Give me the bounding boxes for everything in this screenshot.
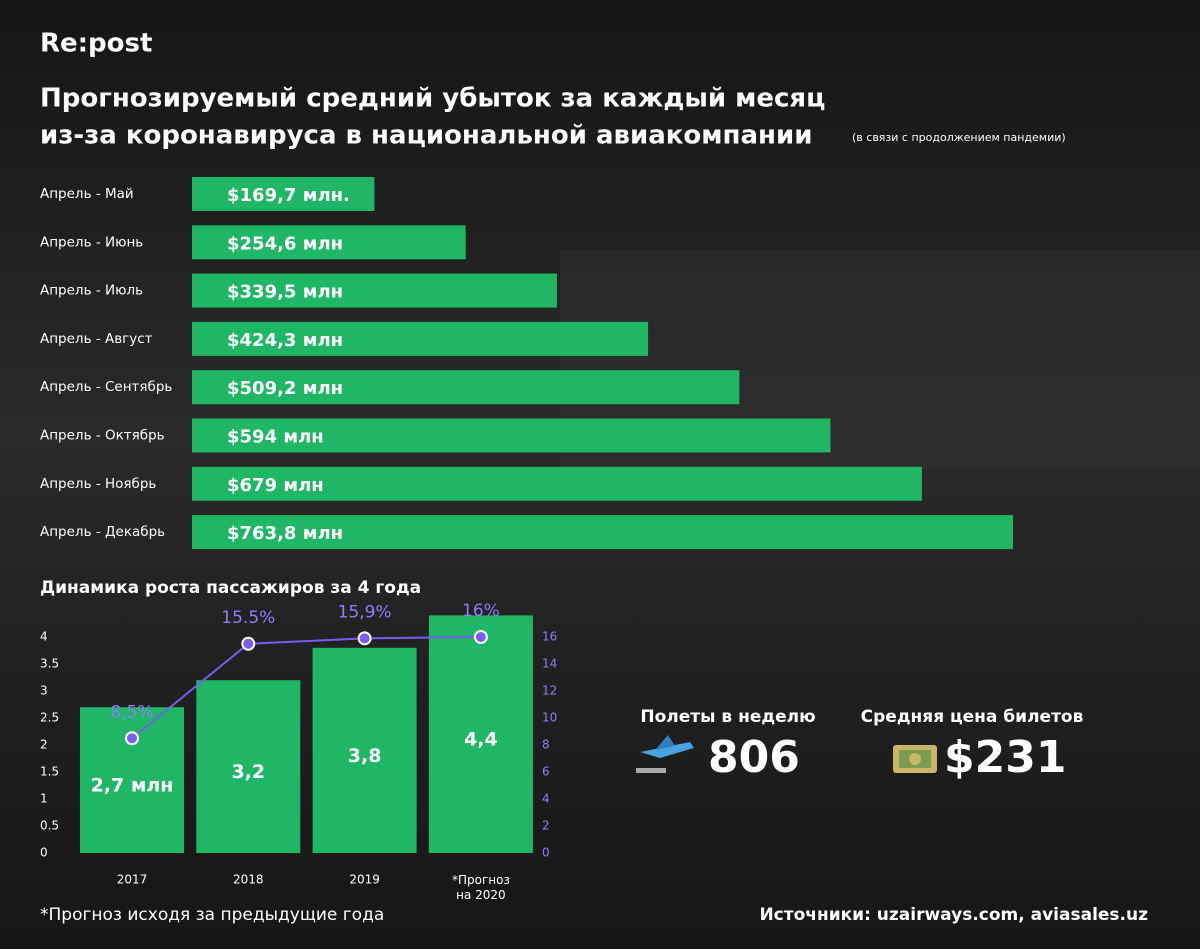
category-label: Апрель - Декабрь bbox=[40, 524, 165, 540]
x-tick-label-part: *Прогноз bbox=[452, 873, 510, 887]
bar-value-label: 3,8 bbox=[348, 745, 382, 767]
category-label: Апрель - Октябрь bbox=[40, 428, 165, 444]
value-label: $594 млн bbox=[227, 427, 324, 448]
y-tick-label: 2.5 bbox=[40, 711, 59, 725]
line-value-label: 15.5% bbox=[221, 608, 275, 628]
brand: Re:post bbox=[40, 29, 152, 59]
stat-label: Полеты в неделю bbox=[640, 707, 815, 727]
value-label: $679 млн bbox=[227, 475, 324, 496]
title-line: Прогнозируемый средний убыток за каждый … bbox=[40, 84, 825, 114]
bar bbox=[192, 225, 466, 260]
y-tick-label: 0.5 bbox=[40, 819, 59, 833]
plane-icon bbox=[636, 735, 694, 773]
category-label: Апрель - Май bbox=[40, 186, 134, 202]
bar bbox=[192, 321, 649, 356]
y-tick-label: 3 bbox=[40, 684, 48, 698]
y-tick-label: 0 bbox=[40, 846, 48, 860]
bar bbox=[192, 515, 1013, 550]
y2-tick-label: 8 bbox=[542, 738, 550, 752]
bar-value-label: 4,4 bbox=[464, 729, 498, 751]
category-label: Апрель - Август bbox=[40, 331, 153, 347]
value-label: $254,6 млн bbox=[227, 233, 343, 254]
y-tick-label: 3.5 bbox=[40, 657, 59, 671]
y2-tick-label: 16 bbox=[542, 630, 557, 644]
category-label: Апрель - Июнь bbox=[40, 234, 143, 250]
line-value-label: 8,5% bbox=[110, 702, 153, 722]
y2-tick-label: 10 bbox=[542, 711, 557, 725]
bar-value-label: 3,2 bbox=[231, 761, 265, 783]
category-label: Апрель - Ноябрь bbox=[40, 476, 156, 492]
x-tick-label: 2017 bbox=[117, 873, 148, 887]
line-value-label: 16% bbox=[462, 601, 500, 621]
bar-value-label: 2,7 млн bbox=[91, 775, 174, 797]
line-point bbox=[241, 636, 256, 651]
stat-label: Средняя цена билетов bbox=[861, 707, 1084, 727]
bar bbox=[192, 466, 922, 501]
stat-value: 806 bbox=[708, 732, 800, 783]
y2-tick-label: 4 bbox=[542, 792, 550, 806]
x-tick-label: 2019 bbox=[349, 873, 380, 887]
value-label: $509,2 млн bbox=[227, 378, 343, 399]
line-point bbox=[357, 631, 372, 646]
y-tick-label: 4 bbox=[40, 630, 48, 644]
category-label: Апрель - Июль bbox=[40, 283, 143, 299]
y2-tick-label: 2 bbox=[542, 819, 550, 833]
y-tick-label: 1 bbox=[40, 792, 48, 806]
value-label: $169,7 млн. bbox=[227, 185, 350, 206]
y2-tick-label: 0 bbox=[542, 846, 550, 860]
value-label: $424,3 млн bbox=[227, 330, 343, 351]
bar bbox=[192, 418, 831, 453]
line-point bbox=[473, 630, 488, 644]
title-line: из-за коронавируса в национальной авиако… bbox=[40, 121, 812, 151]
bar bbox=[196, 680, 301, 853]
footnote: *Прогноз исходя за предыдущие года bbox=[40, 905, 384, 925]
value-label: $763,8 млн bbox=[227, 523, 343, 544]
y-tick-label: 2 bbox=[40, 738, 48, 752]
bar bbox=[192, 273, 557, 308]
stat-value: $231 bbox=[944, 732, 1066, 783]
x-tick-label: *Прогноз на 2020 bbox=[452, 873, 510, 902]
bar bbox=[192, 177, 375, 211]
y-tick-label: 1.5 bbox=[40, 765, 59, 779]
bar bbox=[428, 615, 533, 853]
subtitle: (в связи с продолжением пандемии) bbox=[852, 131, 1066, 144]
y2-tick-label: 12 bbox=[542, 684, 557, 698]
y2-tick-label: 14 bbox=[542, 657, 557, 671]
x-tick-label: 2018 bbox=[233, 873, 264, 887]
sources: Источники: uzairways.com, aviasales.uz bbox=[759, 905, 1148, 925]
line bbox=[131, 636, 481, 740]
money-icon bbox=[893, 745, 937, 773]
bar bbox=[192, 370, 740, 405]
line-point bbox=[125, 731, 139, 746]
bar bbox=[312, 647, 417, 853]
y2-tick-label: 6 bbox=[542, 765, 550, 779]
value-label: $339,5 млн bbox=[227, 282, 343, 303]
category-label: Апрель - Сентябрь bbox=[40, 379, 172, 395]
x-tick-label-part: на 2020 bbox=[456, 888, 506, 902]
line-value-label: 15,9% bbox=[338, 602, 392, 622]
chart-title: Динамика роста пассажиров за 4 года bbox=[40, 578, 421, 598]
